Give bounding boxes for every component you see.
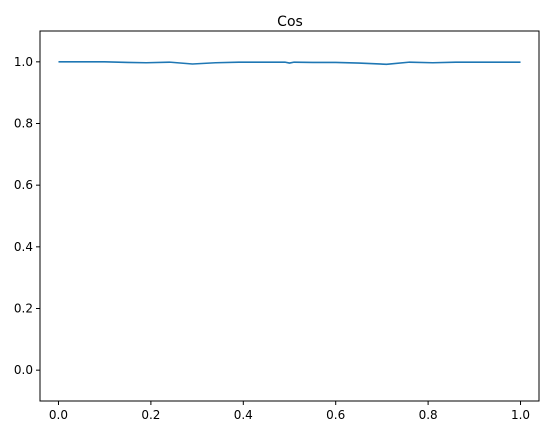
y-tick-label: 0.0 <box>14 363 33 377</box>
series-line <box>58 61 521 66</box>
x-tick-label: 0.6 <box>326 408 345 422</box>
axis-ticks: 0.0 0.2 0.4 0.6 0.8 1.0 0.0 0.2 0.4 0.6 0.8 1.0 <box>14 55 530 422</box>
axes-frame <box>39 30 540 402</box>
x-tick-label: 1.0 <box>511 408 530 422</box>
y-tick-label: 1.0 <box>14 55 33 69</box>
x-tick-label: 0.4 <box>234 408 253 422</box>
chart-title: Cos <box>277 14 303 30</box>
y-tick-label: 0.8 <box>14 117 33 131</box>
x-tick-label: 0.0 <box>49 408 68 422</box>
y-tick-label: 0.2 <box>14 302 33 316</box>
x-tick-label: 0.8 <box>419 408 438 422</box>
y-tick-label: 0.6 <box>14 178 33 192</box>
x-tick-label: 0.2 <box>141 408 160 422</box>
plot-area <box>58 61 521 66</box>
y-tick-label: 0.4 <box>14 240 33 254</box>
